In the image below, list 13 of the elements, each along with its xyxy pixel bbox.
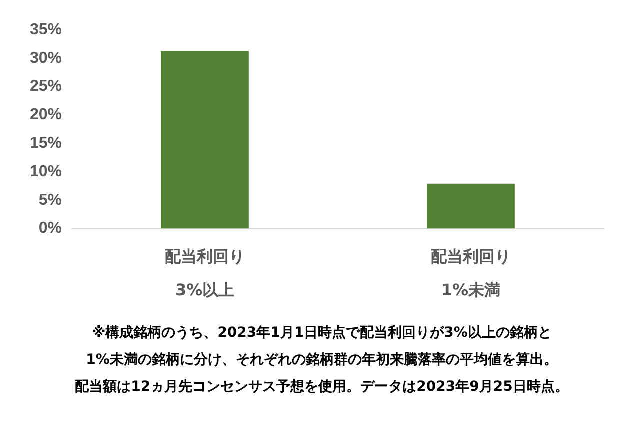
y-tick-label: 35% bbox=[30, 21, 62, 38]
text: ※構成銘柄のうち、2023年1月1日時点で配当利回りが3%以上の銘柄と bbox=[91, 324, 553, 343]
x-tick-label: 配当利回り 1%未満 bbox=[431, 246, 512, 300]
y-tick-label: 20% bbox=[30, 106, 62, 124]
y-tick-label: 30% bbox=[30, 50, 62, 67]
y-tick-label: 0% bbox=[38, 220, 62, 238]
y-tick-label: 25% bbox=[30, 78, 62, 96]
text: 1%未満の銘柄に分け、それぞれの銘柄群の年初来騰落率の平均値を算出。 bbox=[85, 350, 559, 370]
x-tick-label: 配当利回り 3%以上 bbox=[165, 246, 246, 300]
y-tick-label: 15% bbox=[30, 135, 62, 152]
y-tick-label: 10% bbox=[30, 163, 62, 180]
text: 配当額は12ヵ月先コンセンサス予想を使用。データは2023年9月25日時点。 bbox=[74, 378, 570, 397]
y-tick-label: 5% bbox=[38, 192, 62, 209]
